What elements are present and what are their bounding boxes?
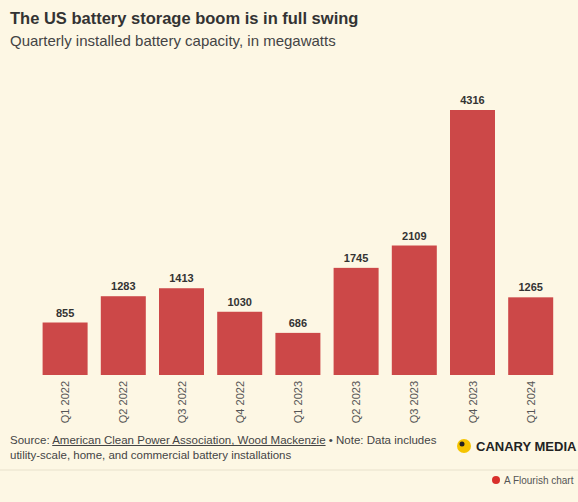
data-label: 1283: [111, 280, 135, 292]
logo-circle: [457, 439, 471, 453]
bar: [43, 323, 88, 375]
footer: A Flourish chart: [504, 475, 574, 486]
logo-dot: [460, 442, 465, 447]
chart-canvas: The US battery storage boom is in full s…: [0, 0, 578, 502]
x-tick-label: Q1 2022: [59, 381, 71, 423]
data-label: 1265: [518, 281, 542, 293]
data-label: 2109: [402, 230, 426, 242]
x-tick-label: Q1 2024: [525, 381, 537, 423]
bar: [275, 333, 320, 375]
bar: [392, 246, 437, 375]
x-tick-label: Q1 2023: [292, 381, 304, 423]
x-tick-label: Q4 2023: [467, 381, 479, 423]
bar: [508, 297, 553, 375]
bar: [450, 110, 495, 375]
source-part[interactable]: American Clean Power Association, Wood M…: [52, 434, 325, 446]
x-tick-label: Q4 2022: [234, 381, 246, 423]
subtitle: Quarterly installed battery capacity, in…: [10, 32, 336, 49]
data-label: 855: [56, 307, 74, 319]
source-part: •: [329, 434, 333, 446]
brand: CANARY MEDIA: [476, 439, 577, 454]
data-label: 1030: [227, 296, 251, 308]
x-tick-label: Q2 2022: [117, 381, 129, 423]
footer-icon: [492, 476, 500, 484]
bar: [101, 296, 146, 375]
data-label: 686: [289, 317, 307, 329]
x-tick-label: Q3 2023: [408, 381, 420, 423]
x-tick-label: Q2 2023: [350, 381, 362, 423]
x-tick-label: Q3 2022: [176, 381, 188, 423]
data-label: 4316: [460, 94, 484, 106]
source-note: Source: American Clean Power Association…: [10, 433, 450, 463]
bar: [159, 288, 204, 375]
footer-divider: [0, 470, 578, 471]
bar: [217, 312, 262, 375]
source-part: Source:: [10, 434, 50, 446]
labels: 855 1283 1413 1030 686 1745 2109 4316 1265 Q1 202…: [56, 94, 543, 423]
data-label: 1745: [344, 252, 368, 264]
bars: [43, 110, 554, 375]
title: The US battery storage boom is in full s…: [10, 9, 358, 27]
bar: [334, 268, 379, 375]
data-label: 1413: [169, 272, 193, 284]
